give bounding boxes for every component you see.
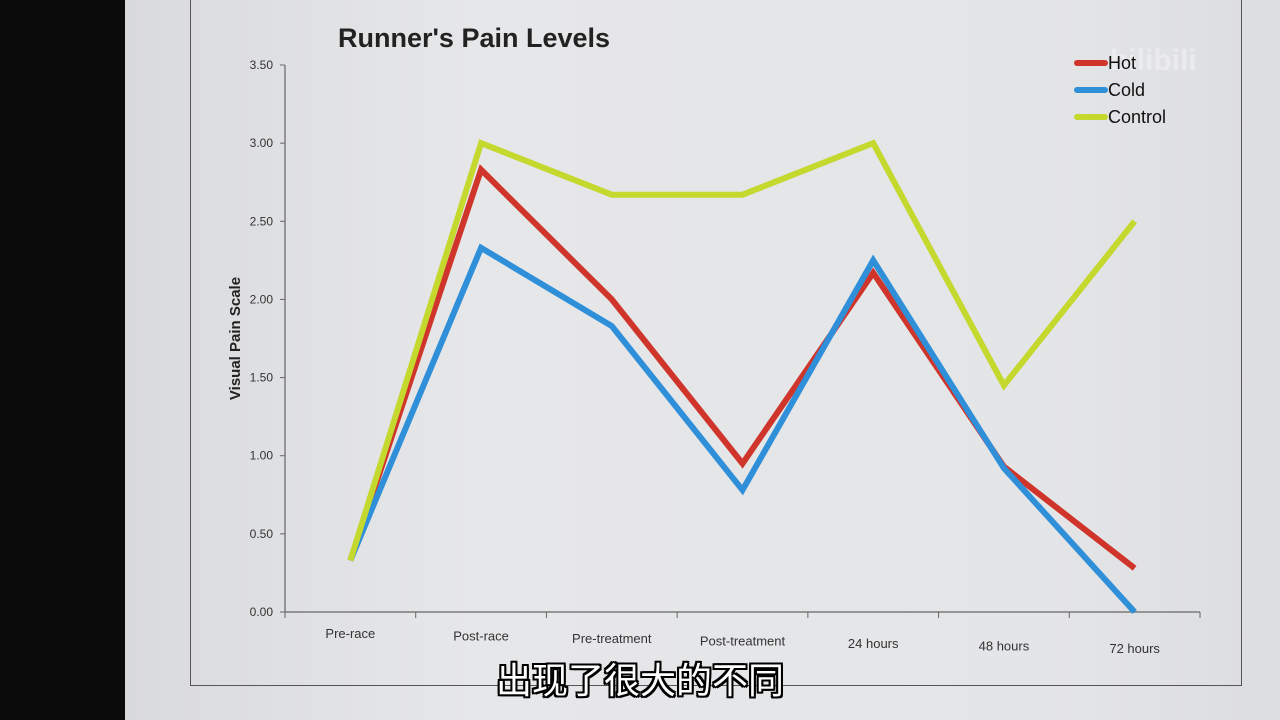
x-tick-label: 24 hours <box>848 636 899 651</box>
chart-title: Runner's Pain Levels <box>338 23 610 53</box>
video-subtitle: 出现了很大的不同 <box>495 661 784 702</box>
y-tick-label: 0.00 <box>250 605 274 619</box>
y-tick-label: 1.50 <box>250 371 274 385</box>
series-line-cold <box>347 243 1137 615</box>
x-tick-label: Pre-race <box>325 626 375 641</box>
legend-label-hot: Hot <box>1108 53 1136 73</box>
x-tick-label: Pre-treatment <box>572 631 652 646</box>
y-axis-label: Visual Pain Scale <box>227 277 244 400</box>
watermark-logo: bilibili <box>1110 44 1197 77</box>
legend-label-control: Control <box>1108 107 1166 127</box>
y-tick-label: 0.50 <box>250 527 274 541</box>
legend-label-cold: Cold <box>1108 80 1145 100</box>
x-tick-label: Post-treatment <box>700 634 786 649</box>
y-tick-label: 2.50 <box>250 214 274 228</box>
y-tick-label: 3.00 <box>250 136 274 150</box>
chart-frame <box>190 0 1242 686</box>
x-tick-label: 48 hours <box>979 639 1030 654</box>
x-tick-label: 72 hours <box>1109 641 1160 656</box>
y-tick-label: 2.00 <box>250 292 274 306</box>
y-tick-label: 1.00 <box>250 449 274 463</box>
x-tick-label: Post-race <box>453 629 509 644</box>
y-tick-label: 3.50 <box>250 58 274 72</box>
